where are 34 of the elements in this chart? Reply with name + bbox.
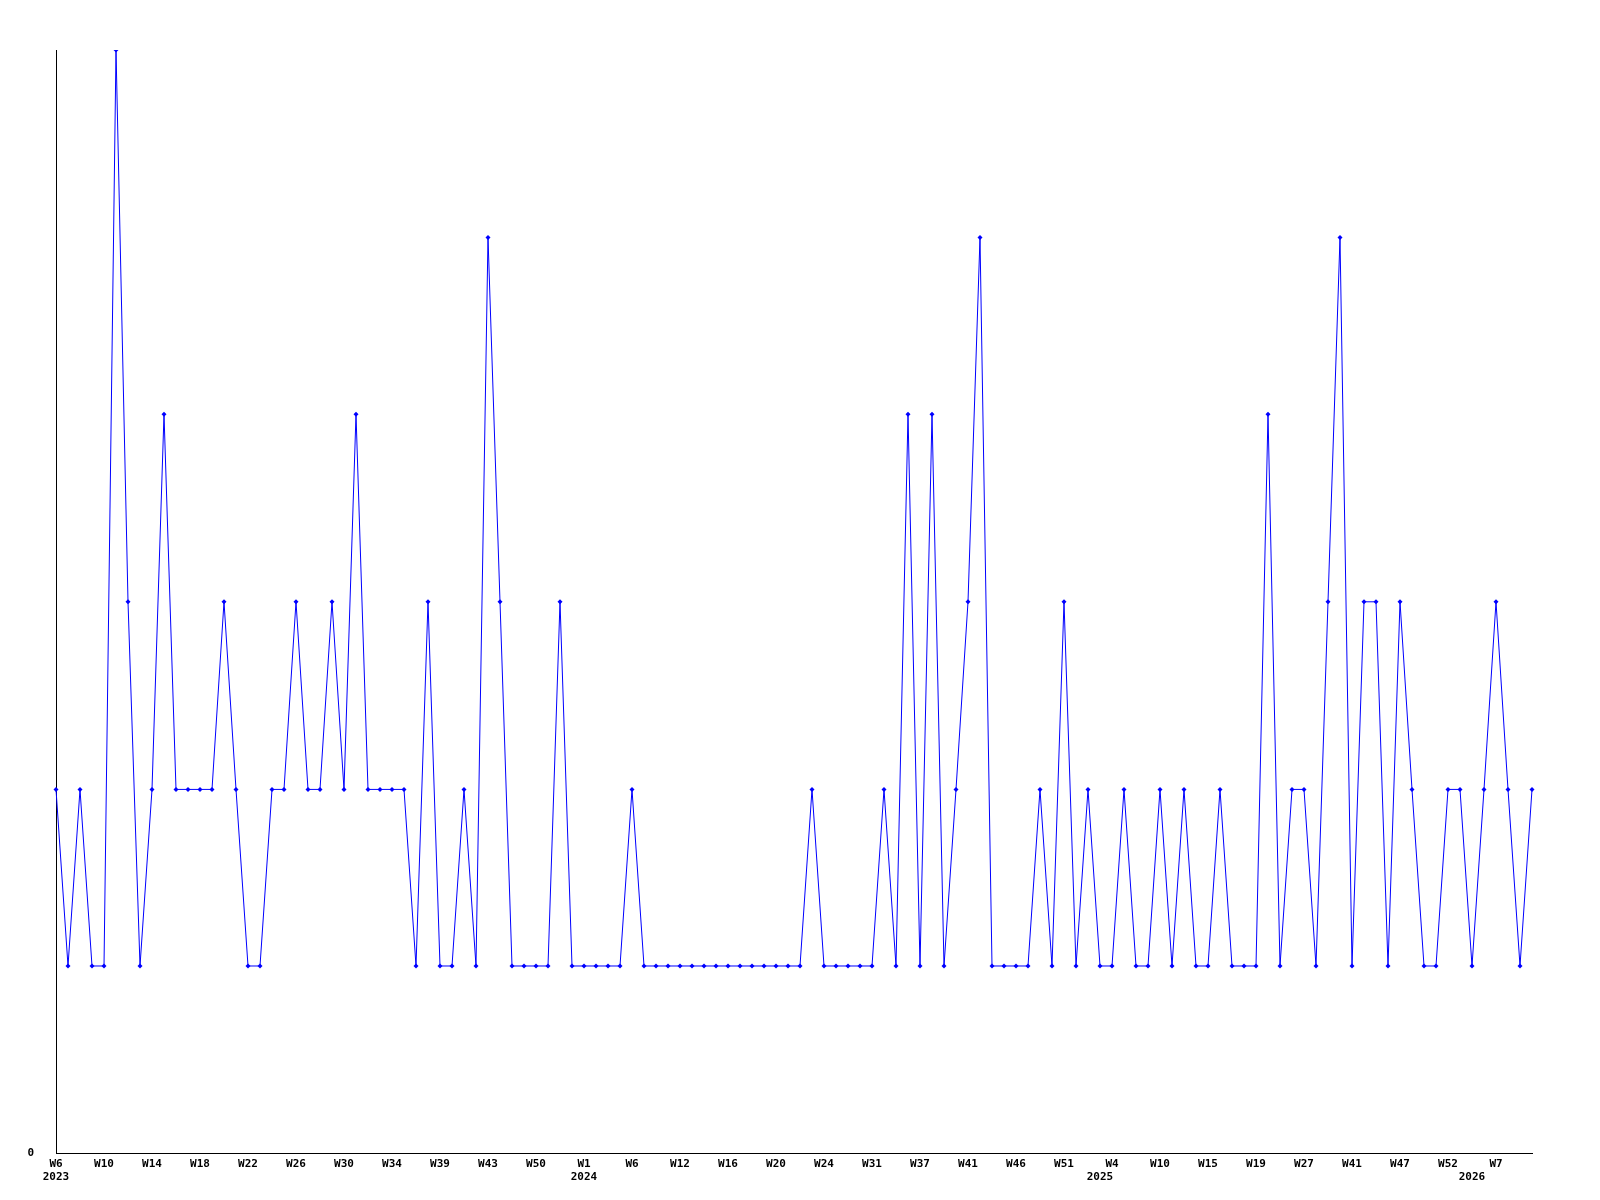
x-tick-label: W30 bbox=[334, 1157, 354, 1171]
x-tick-label: W41 bbox=[1342, 1157, 1363, 1171]
x-tick-label: W26 bbox=[286, 1157, 307, 1171]
x-tick-label: W39 bbox=[430, 1157, 450, 1171]
x-tick-label: W52 bbox=[1438, 1157, 1458, 1171]
x-tick-label: W31 bbox=[862, 1157, 883, 1171]
x-tick-label: W22 bbox=[238, 1157, 258, 1171]
x-tick-label: W37 bbox=[910, 1157, 930, 1171]
x-tick-label: W18 bbox=[190, 1157, 210, 1171]
x-tick-label: W50 bbox=[526, 1157, 546, 1171]
x-tick-label: 2025 bbox=[1086, 1170, 1114, 1184]
x-tick-label: W27 bbox=[1294, 1157, 1314, 1171]
x-tick-label: W6 2023 bbox=[42, 1157, 70, 1184]
x-tick-label: W12 bbox=[670, 1157, 690, 1171]
x-tick-label: 2026 bbox=[1458, 1170, 1486, 1184]
text: 0 bbox=[27, 1146, 34, 1160]
x-tick-label: W14 bbox=[142, 1157, 163, 1171]
x-tick-label: W51 bbox=[1054, 1157, 1075, 1171]
x-tick-label: W6 bbox=[625, 1157, 639, 1171]
x-tick-label: W20 bbox=[766, 1157, 786, 1171]
x-tick-label: W4 bbox=[1105, 1157, 1119, 1171]
x-tick-label: W10 bbox=[1150, 1157, 1170, 1171]
x-tick-label: W1 2024 bbox=[570, 1157, 598, 1184]
x-tick-label: W24 bbox=[814, 1157, 835, 1171]
x-tick-label: W16 bbox=[718, 1157, 739, 1171]
x-tick-label: W43 bbox=[478, 1157, 498, 1171]
x-tick-label: W46 bbox=[1006, 1157, 1027, 1171]
x-tick-label: W47 bbox=[1390, 1157, 1410, 1171]
x-tick-label: W7 bbox=[1489, 1157, 1503, 1171]
x-tick-label: W10 bbox=[94, 1157, 114, 1171]
x-tick-label: W15 bbox=[1198, 1157, 1218, 1171]
x-tick-label: W19 bbox=[1246, 1157, 1266, 1171]
x-tick-label: W34 bbox=[382, 1157, 403, 1171]
x-tick-label: W41 bbox=[958, 1157, 979, 1171]
